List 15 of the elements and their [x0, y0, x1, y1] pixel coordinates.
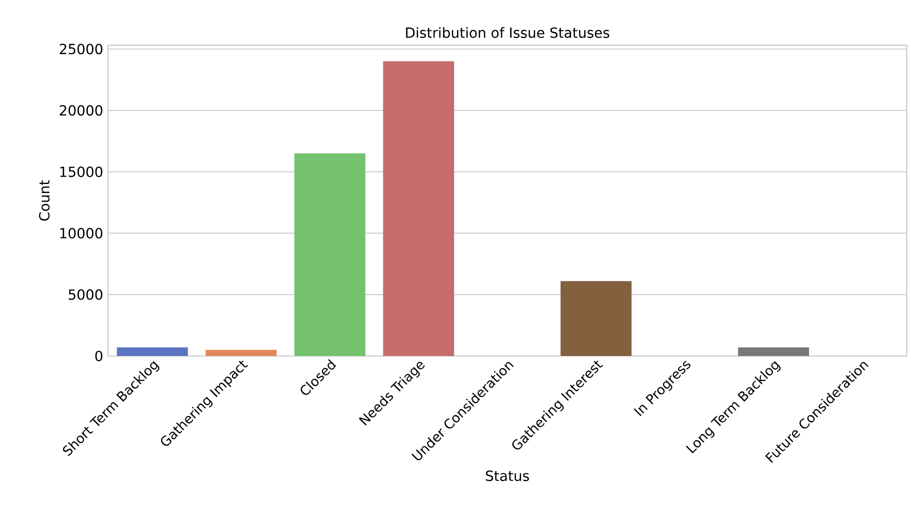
- bar: [116, 347, 188, 356]
- y-tick-label: 5000: [68, 289, 102, 300]
- chart-title: Distribution of Issue Statuses: [406, 27, 610, 38]
- y-tick-label: 20000: [60, 105, 102, 116]
- y-tick-label: 0: [95, 350, 102, 362]
- bar: [294, 153, 366, 356]
- bar: [738, 347, 810, 356]
- y-tick-label: 15000: [60, 166, 102, 178]
- bar: [206, 350, 277, 356]
- bar: [560, 281, 632, 356]
- y-tick-label: 10000: [60, 228, 102, 238]
- x-axis-title: Status: [486, 470, 529, 482]
- bar: [383, 61, 454, 356]
- y-tick-label: 25000: [60, 44, 102, 54]
- y-axis-title: Count: [39, 180, 50, 221]
